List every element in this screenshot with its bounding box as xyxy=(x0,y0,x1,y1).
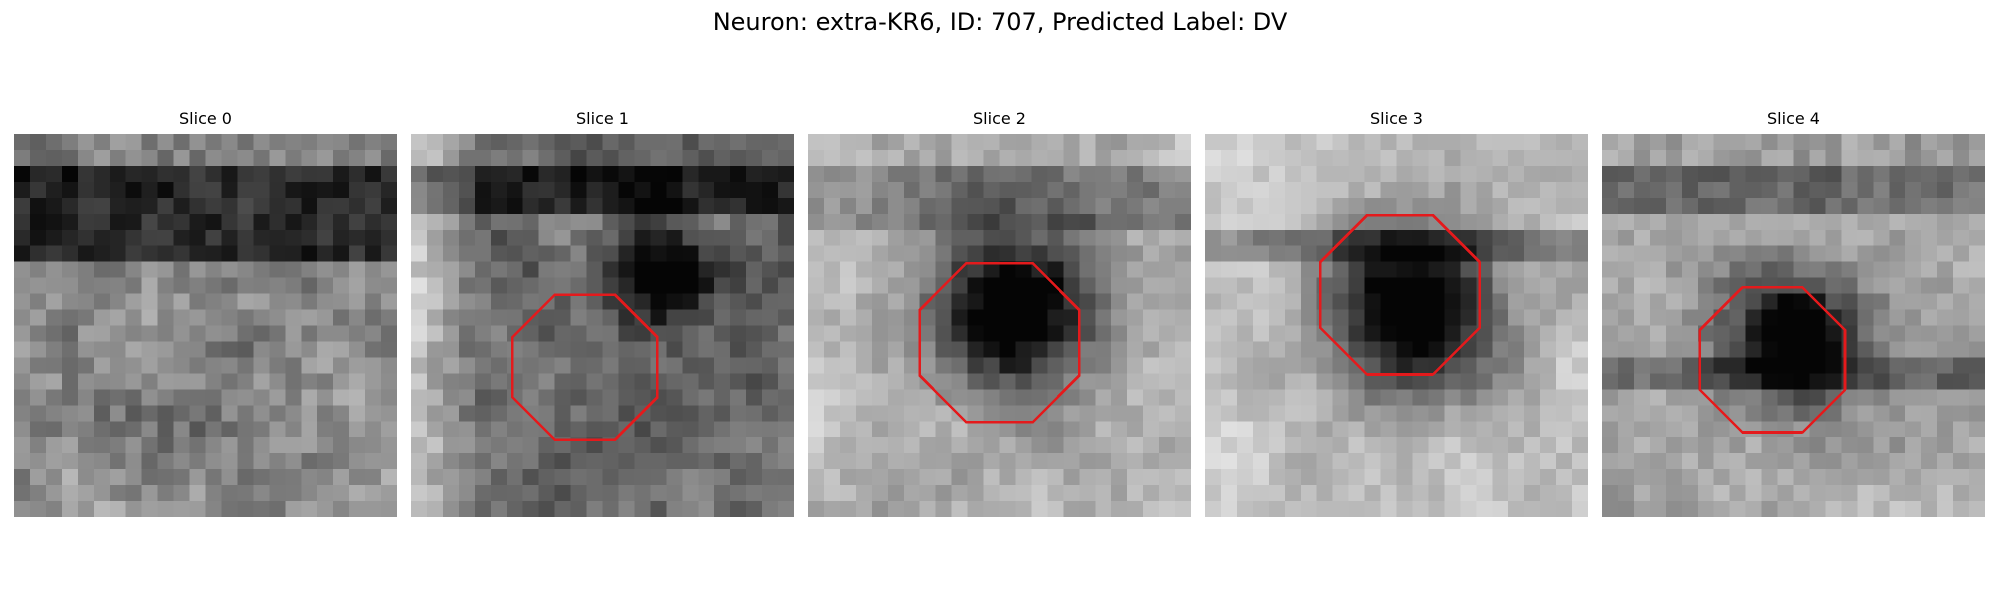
slice-image xyxy=(1602,134,1985,517)
roi-octagon xyxy=(918,261,1081,424)
slice-image xyxy=(808,134,1191,517)
figure-title: Neuron: extra-KR6, ID: 707, Predicted La… xyxy=(712,8,1288,36)
roi-octagon xyxy=(511,293,659,442)
roi-octagon xyxy=(1319,213,1481,376)
slice-title: Slice 3 xyxy=(1370,109,1423,128)
slice-image xyxy=(411,134,794,517)
slice-panel-3: Slice 3 xyxy=(1205,108,1588,522)
slice-title: Slice 0 xyxy=(179,109,232,128)
slice-image xyxy=(14,134,397,517)
slice-title: Slice 2 xyxy=(973,109,1026,128)
roi-octagon xyxy=(1698,286,1847,434)
slice-panel-4: Slice 4 xyxy=(1602,108,1985,522)
slice-image xyxy=(1205,134,1588,517)
slice-title: Slice 4 xyxy=(1767,109,1820,128)
slice-panel-2: Slice 2 xyxy=(808,108,1191,522)
slice-title: Slice 1 xyxy=(576,109,629,128)
slice-panel-0: Slice 0 xyxy=(14,108,397,522)
slice-panel-1: Slice 1 xyxy=(411,108,794,522)
